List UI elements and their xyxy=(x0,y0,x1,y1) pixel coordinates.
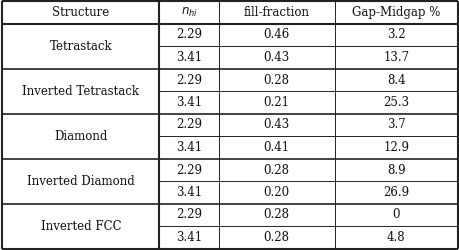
Text: 3.41: 3.41 xyxy=(176,141,202,154)
Text: 4.8: 4.8 xyxy=(386,231,405,244)
Text: fill-fraction: fill-fraction xyxy=(243,6,309,19)
Text: Gap-Midgap %: Gap-Midgap % xyxy=(351,6,439,19)
Text: 3.41: 3.41 xyxy=(176,186,202,199)
Text: 0.43: 0.43 xyxy=(263,118,289,132)
Text: 0.46: 0.46 xyxy=(263,28,289,42)
Text: 3.2: 3.2 xyxy=(386,28,405,42)
Text: 0.43: 0.43 xyxy=(263,51,289,64)
Text: 0.20: 0.20 xyxy=(263,186,289,199)
Text: Structure: Structure xyxy=(52,6,109,19)
Text: 0.41: 0.41 xyxy=(263,141,289,154)
Text: 3.41: 3.41 xyxy=(176,51,202,64)
Text: 25.3: 25.3 xyxy=(382,96,409,109)
Text: 13.7: 13.7 xyxy=(382,51,409,64)
Text: 8.4: 8.4 xyxy=(386,74,405,86)
Text: 0.28: 0.28 xyxy=(263,208,289,222)
Text: 0.21: 0.21 xyxy=(263,96,289,109)
Text: Inverted FCC: Inverted FCC xyxy=(40,220,121,233)
Text: 2.29: 2.29 xyxy=(176,74,202,86)
Text: Inverted Tetrastack: Inverted Tetrastack xyxy=(22,85,139,98)
Text: 3.7: 3.7 xyxy=(386,118,405,132)
Text: 2.29: 2.29 xyxy=(176,164,202,176)
Text: 3.41: 3.41 xyxy=(176,96,202,109)
Text: Diamond: Diamond xyxy=(54,130,107,143)
Text: Inverted Diamond: Inverted Diamond xyxy=(27,175,134,188)
Text: 0.28: 0.28 xyxy=(263,231,289,244)
Text: 8.9: 8.9 xyxy=(386,164,405,176)
Text: 2.29: 2.29 xyxy=(176,118,202,132)
Text: 2.29: 2.29 xyxy=(176,208,202,222)
Text: 12.9: 12.9 xyxy=(382,141,409,154)
Text: 0.28: 0.28 xyxy=(263,74,289,86)
Text: 3.41: 3.41 xyxy=(176,231,202,244)
Text: 0: 0 xyxy=(392,208,399,222)
Text: $n_{hi}$: $n_{hi}$ xyxy=(180,6,197,19)
Text: 0.28: 0.28 xyxy=(263,164,289,176)
Text: Tetrastack: Tetrastack xyxy=(50,40,112,53)
Text: 2.29: 2.29 xyxy=(176,28,202,42)
Text: 26.9: 26.9 xyxy=(382,186,409,199)
